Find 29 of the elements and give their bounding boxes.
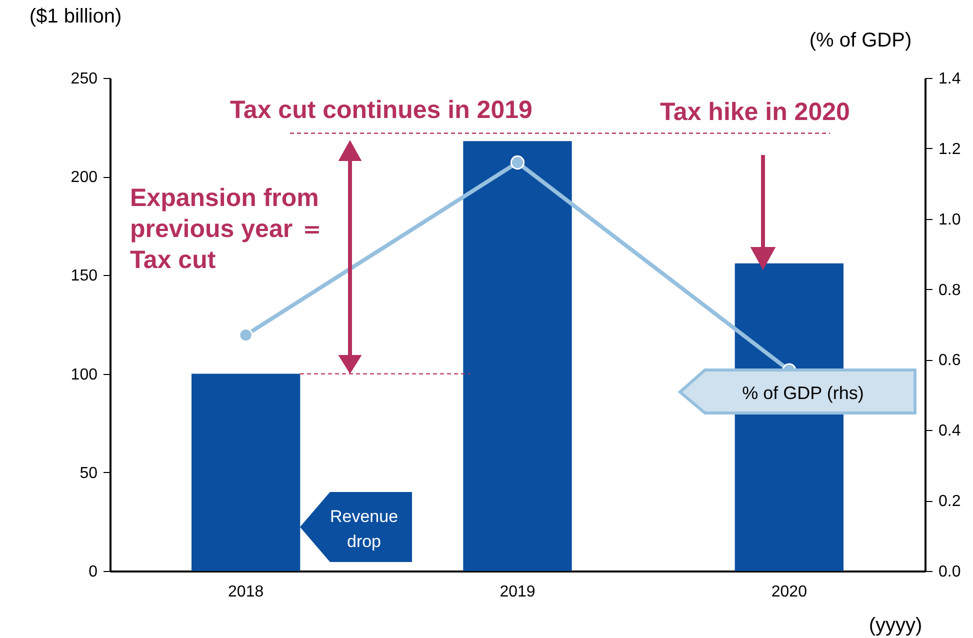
x-axis-title: (yyyy) xyxy=(868,614,922,636)
y2-tick-label: 0.2 xyxy=(938,493,961,510)
y2-axis-title: (% of GDP) xyxy=(809,30,912,52)
annotation: Revenue drop xyxy=(330,507,398,551)
y-axis-title: ($1 billion) xyxy=(29,6,122,28)
y-tick-label: 250 xyxy=(70,70,98,88)
annotation: Tax hike in 2020 xyxy=(660,97,851,128)
bar xyxy=(192,374,300,571)
y-tick-label: 100 xyxy=(70,366,98,384)
y-tick-label: 0 xyxy=(88,564,98,580)
y-tick-label: 150 xyxy=(70,268,98,285)
y-tick-label: 50 xyxy=(80,464,98,482)
y2-tick-label: 0.4 xyxy=(938,422,961,440)
bar xyxy=(463,141,572,571)
annotation: Tax cut continues in 2019 xyxy=(230,95,534,126)
annotation: Expansion from previous year ＝Tax cut xyxy=(130,183,326,276)
y2-tick-label: 1.0 xyxy=(938,211,961,228)
point xyxy=(238,328,253,342)
y2-tick-label: 0.6 xyxy=(938,352,961,370)
y2-tick-label: 1.2 xyxy=(938,140,961,158)
x-tick-label: 2020 xyxy=(771,584,808,600)
y2-tick-label: 0.8 xyxy=(938,282,961,299)
series-label: % of GDP (rhs) xyxy=(742,383,864,403)
point xyxy=(510,155,525,170)
y2-tick-label: 0.0 xyxy=(938,564,961,580)
y-tick-label: 200 xyxy=(70,169,98,186)
y2-tick-label: 1.4 xyxy=(938,70,961,88)
x-tick-label: 2019 xyxy=(500,584,536,600)
x-tick-label: 2018 xyxy=(228,584,264,600)
